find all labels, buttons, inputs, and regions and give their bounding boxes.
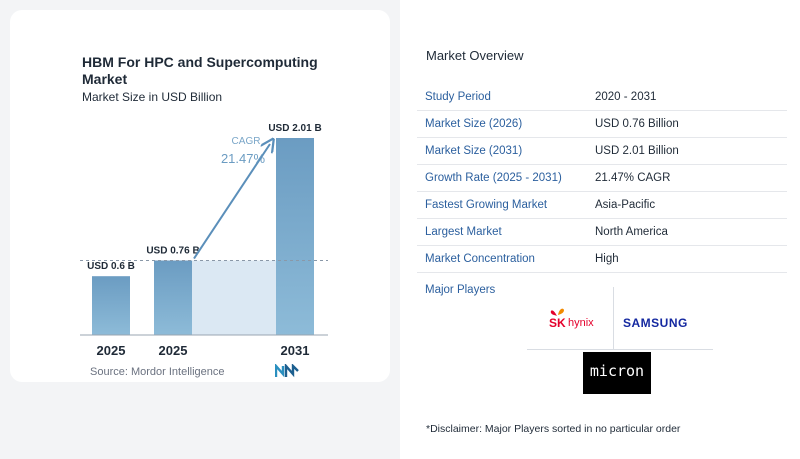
samsung-logo: SAMSUNG xyxy=(623,316,688,330)
overview-table: Study Period 2020 - 2031 Market Size (20… xyxy=(417,84,787,273)
row-value: USD 0.76 Billion xyxy=(595,118,679,130)
major-players-grid: SK hynix SAMSUNG micron xyxy=(527,287,713,399)
divider xyxy=(613,287,614,349)
overview-row: Market Size (2031) USD 2.01 Billion xyxy=(417,138,787,165)
row-value: Asia-Pacific xyxy=(595,199,656,211)
overview-row: Market Concentration High xyxy=(417,246,787,273)
overview-row: Market Size (2026) USD 0.76 Billion xyxy=(417,111,787,138)
row-label: Study Period xyxy=(425,91,491,103)
row-value: High xyxy=(595,253,619,265)
row-label: Market Concentration xyxy=(425,253,535,265)
mordor-logo-icon xyxy=(275,364,299,378)
row-value: North America xyxy=(595,226,668,238)
bar-1 xyxy=(92,276,130,335)
x-tick-label-2: 2025 xyxy=(159,343,188,358)
row-value: 2020 - 2031 xyxy=(595,91,657,103)
micron-logo-text: micron xyxy=(589,362,645,380)
major-players-label: Major Players xyxy=(425,284,496,296)
sk-hynix-logo-text-b: hynix xyxy=(568,317,594,329)
overview-row: Largest Market North America xyxy=(417,219,787,246)
chart-title: HBM For HPC and Supercomputing Market xyxy=(82,54,318,87)
row-label: Market Size (2031) xyxy=(425,145,523,157)
row-value: 21.47% CAGR xyxy=(595,172,671,184)
overview-row: Fastest Growing Market Asia-Pacific xyxy=(417,192,787,219)
butterfly-icon xyxy=(550,308,564,316)
chart-card: USD 0.6 B 2025 USD 0.76 B 2025 USD 2.01 B 203… xyxy=(10,10,390,382)
row-label: Largest Market xyxy=(425,226,502,238)
overview-row: Growth Rate (2025 - 2031) 21.47% CAGR xyxy=(417,165,787,192)
row-value: USD 2.01 Billion xyxy=(595,145,679,157)
x-tick-label-1: 2025 xyxy=(97,343,126,358)
cagr-label: CAGR xyxy=(232,136,261,147)
sk-hynix-logo-text-a: SK xyxy=(549,316,566,330)
bar-2 xyxy=(154,260,192,335)
sk-hynix-logo: SK hynix xyxy=(549,307,609,333)
market-overview-panel: Market Overview Study Period 2020 - 2031… xyxy=(400,0,800,459)
bar-chart: USD 0.6 B 2025 USD 0.76 B 2025 USD 2.01 B 203… xyxy=(80,123,328,358)
row-label: Fastest Growing Market xyxy=(425,199,548,211)
x-tick-label-3: 2031 xyxy=(281,343,310,358)
source-note: Source: Mordor Intelligence xyxy=(90,366,225,378)
data-label-2: USD 0.76 B xyxy=(146,246,199,257)
disclaimer: *Disclaimer: Major Players sorted in no … xyxy=(426,423,681,435)
micron-logo: micron xyxy=(583,352,651,394)
cagr-value: 21.47% xyxy=(221,151,266,166)
bar-3 xyxy=(276,138,314,335)
overview-row: Study Period 2020 - 2031 xyxy=(417,84,787,111)
row-label: Growth Rate (2025 - 2031) xyxy=(425,172,562,184)
row-label: Market Size (2026) xyxy=(425,118,523,130)
data-label-1: USD 0.6 B xyxy=(87,261,135,272)
overview-title: Market Overview xyxy=(426,48,524,63)
chart-subtitle: Market Size in USD Billion xyxy=(82,90,223,104)
growth-band xyxy=(192,260,276,335)
cagr-arrow xyxy=(193,144,270,260)
data-label-3: USD 2.01 B xyxy=(268,123,321,134)
divider xyxy=(527,349,713,350)
